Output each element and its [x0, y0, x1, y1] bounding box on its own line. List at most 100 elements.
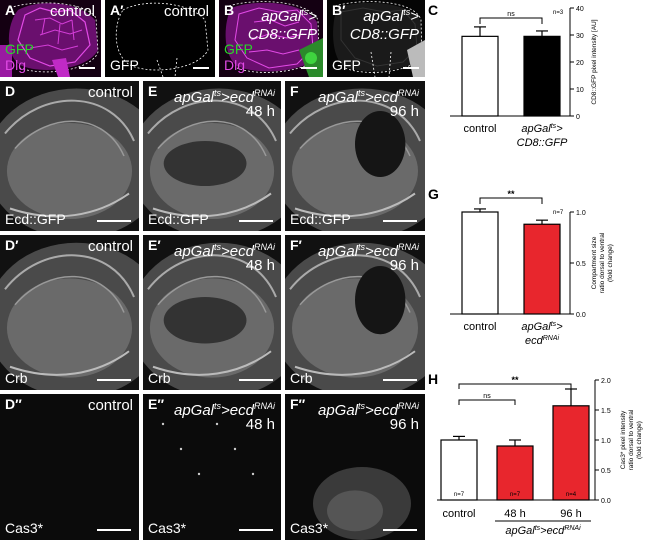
y-axis-label: (fold change): [636, 421, 643, 459]
significance-label: ns: [507, 11, 515, 18]
scale-bar: [239, 529, 273, 531]
n-label: n=7: [454, 492, 465, 498]
panel-label-C: C: [428, 2, 439, 18]
micrograph-A-prime: [105, 0, 215, 77]
n-label: n=4: [566, 492, 577, 498]
y-tick-label: 20: [576, 60, 584, 67]
micrograph: [143, 394, 281, 540]
panel-label: D: [5, 83, 16, 99]
time-label: 48 h: [245, 416, 275, 433]
image-panel-B-prime: B′ apGalts> CD8::GFP GFP: [327, 0, 425, 77]
scale-bar: [383, 379, 417, 381]
scale-bar: [97, 220, 131, 222]
stain-label: Ecd::GFP: [290, 211, 351, 227]
panel-label-B-prime: B′: [332, 2, 346, 18]
time-label: 48 h: [245, 103, 275, 120]
y-tick-label: 0.5: [601, 468, 611, 475]
x-tick-label: apGalts>: [521, 123, 563, 135]
y-tick-label: 0: [576, 114, 580, 121]
y-tick-label: 30: [576, 33, 584, 40]
condition-label: control: [163, 3, 209, 20]
cond-ts: ts: [301, 7, 309, 17]
stain-label: Cas3*: [148, 520, 187, 536]
scale-bar: [383, 529, 417, 531]
scale-bar: [79, 67, 95, 69]
image-panel-B: B apGalts> CD8::GFP GFP Dlg: [219, 0, 323, 77]
bar: [461, 211, 499, 315]
micrograph: [0, 235, 139, 390]
stain-gfp: GFP: [332, 57, 361, 73]
x-tick-label: 48 h: [504, 508, 525, 520]
y-axis-label: (fold change): [607, 244, 614, 282]
condition-label: control: [87, 238, 133, 255]
micrograph: [0, 81, 139, 231]
panel-label: E″: [148, 396, 165, 412]
x-tick-label: CD8::GFP: [517, 137, 568, 149]
stain-gfp: GFP: [224, 41, 253, 57]
condition-label: apGalts>ecdRNAi: [173, 401, 275, 419]
stain-dlg: Dlg: [5, 57, 27, 73]
time-label: 96 h: [389, 257, 419, 274]
micrograph: [143, 235, 281, 390]
stain-gfp: GFP: [5, 41, 34, 57]
significance-bracket: [458, 399, 516, 405]
cond-gt: >: [410, 8, 419, 25]
condition-label: apGalts>ecdRNAi: [317, 401, 419, 419]
cond-cd8gfp: CD8::GFP: [349, 26, 419, 43]
cond-cd8gfp: CD8::GFP: [247, 26, 317, 43]
scale-bar: [239, 220, 273, 222]
condition-label: apGalts>ecdRNAi: [173, 242, 275, 260]
scale-bar: [403, 67, 419, 69]
panel-label: F′: [290, 237, 302, 253]
image-panel-r2-c2: F″ apGalts>ecdRNAi 96 h Cas3*: [285, 394, 425, 540]
panel-label-H: H: [428, 371, 439, 387]
image-panel-r1-c2: F′ apGalts>ecdRNAi 96 h Crb: [285, 235, 425, 390]
condition-label: apGalts>ecdRNAi: [173, 88, 275, 106]
cond-apgal: apGal: [363, 8, 404, 25]
x-tick-label: apGalts>: [521, 321, 563, 333]
image-panel-A-prime: A′ control GFP: [105, 0, 215, 77]
stain-gfp: GFP: [110, 57, 139, 73]
scale-bar: [97, 379, 131, 381]
stain-label: Cas3*: [5, 520, 44, 536]
panel-label: F: [290, 83, 299, 99]
scale-bar: [301, 67, 317, 69]
panel-label: E′: [148, 237, 161, 253]
chart-H: 0.0 0.5 1.0 1.5 2.0 n=7 n=7 n=4 Cas3* pixel inte…: [437, 375, 643, 537]
cond-gt: >: [308, 8, 317, 25]
condition-label: apGalts> CD8::GFP: [350, 3, 419, 44]
condition-label: control: [87, 84, 133, 101]
bar: [523, 35, 561, 117]
micrograph: [0, 394, 139, 540]
y-axis-label: Compartment size: [591, 236, 598, 289]
x-tick-label: 96 h: [560, 508, 581, 520]
y-tick-label: 1.0: [601, 438, 611, 445]
chart-G: 0.0 0.5 1.0 Compartment size ratio dorsal to…: [450, 189, 614, 347]
panel-label: D′: [5, 237, 19, 253]
image-panel-r1-c1: E′ apGalts>ecdRNAi 48 h Crb: [143, 235, 281, 390]
scale-bar: [193, 67, 209, 69]
condition-label: apGalts>ecdRNAi: [317, 88, 419, 106]
y-tick-label: 1.5: [601, 408, 611, 415]
micrograph: [143, 81, 281, 231]
group-label: apGalts>ecdRNAi: [505, 525, 581, 537]
x-tick-label: ecdRNAi: [525, 335, 560, 347]
stain-label: Crb: [5, 370, 28, 386]
condition-label: control: [49, 3, 95, 20]
stain-label: Ecd::GFP: [5, 211, 66, 227]
stain-dlg: Dlg: [224, 57, 246, 73]
y-tick-label: 0.5: [576, 261, 586, 268]
scale-bar: [97, 529, 131, 531]
panel-label: F″: [290, 396, 306, 412]
condition-label: apGalts> CD8::GFP: [248, 3, 317, 44]
bar: [461, 35, 499, 117]
bar: [440, 439, 478, 501]
micrograph: [285, 394, 425, 540]
scale-bar: [383, 220, 417, 222]
image-panel-r2-c0: D″ control Cas3*: [0, 394, 139, 540]
y-tick-label: 40: [576, 6, 584, 13]
